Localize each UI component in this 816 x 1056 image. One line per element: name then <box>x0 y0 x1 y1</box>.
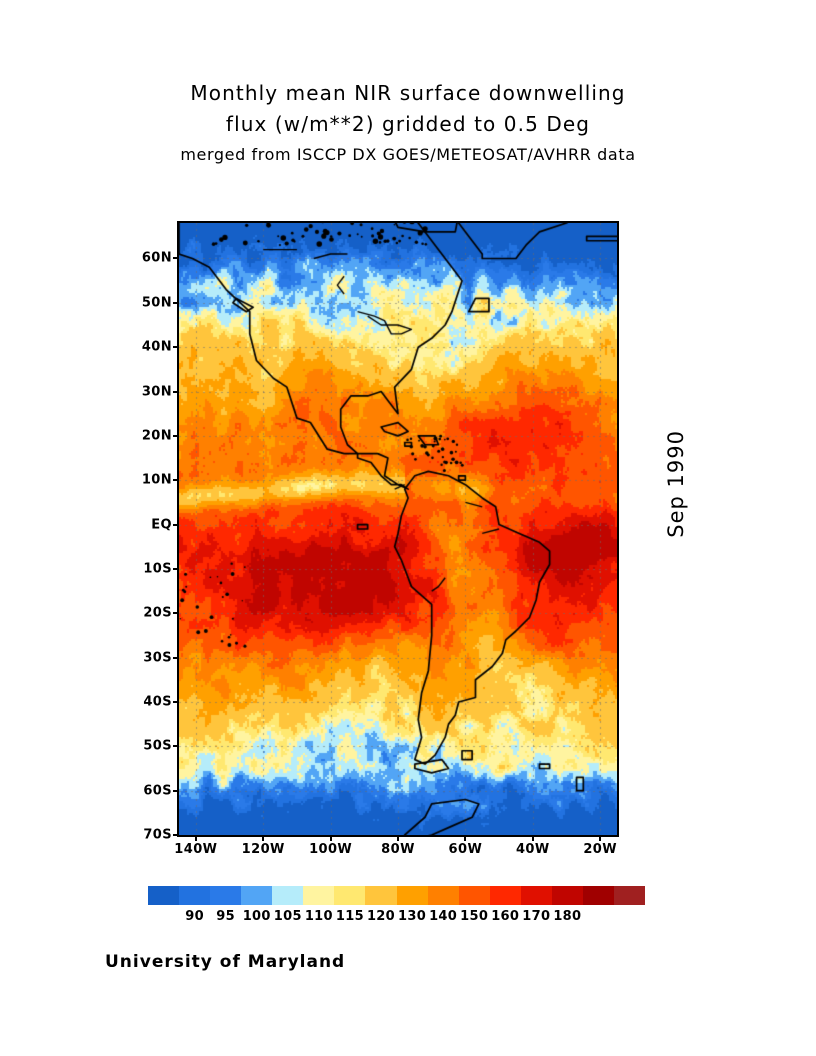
colorbar-tick-labels: 90 95 100 105 110 115 120 130 140 150 160 170 180 <box>148 909 645 929</box>
colorbar-segment <box>582 886 614 905</box>
longitude-tick-label: 40W <box>515 842 550 857</box>
time-period-label: Sep 1990 <box>664 430 688 538</box>
longitude-tick-mark <box>531 835 534 841</box>
colorbar-segment <box>210 886 242 905</box>
colorbar-strip <box>148 886 645 905</box>
latitude-tick-label: 40N <box>141 339 172 355</box>
colorbar-tick-label: 140 <box>429 909 458 924</box>
colorbar-tick-label: 105 <box>273 909 302 924</box>
latitude-tick-mark <box>173 656 179 659</box>
longitude-tick-label: 20W <box>583 842 617 857</box>
longitude-tick-label: 100W <box>309 842 353 857</box>
latitude-tick-label: 60N <box>141 250 172 266</box>
colorbar-segment <box>427 886 459 905</box>
colorbar-segment <box>551 886 583 905</box>
map-heatmap-canvas <box>179 223 617 835</box>
latitude-tick-label: 60S <box>143 783 172 799</box>
colorbar-tick-label: 110 <box>304 909 333 924</box>
colorbar-tick-label: 120 <box>366 909 395 924</box>
colorbar-tick-label: 170 <box>522 909 551 924</box>
colorbar-segment <box>272 886 304 905</box>
attribution-label: University of Maryland <box>105 952 346 972</box>
latitude-tick-mark <box>173 479 179 482</box>
longitude-tick-label: 120W <box>241 842 285 857</box>
latitude-tick-mark <box>173 612 179 615</box>
colorbar-segment <box>303 886 335 905</box>
latitude-tick-mark <box>173 434 179 437</box>
latitude-tick-mark <box>173 745 179 748</box>
latitude-tick-label: 50N <box>141 295 172 311</box>
latitude-tick-mark <box>173 257 179 260</box>
latitude-tick-mark <box>173 700 179 703</box>
longitude-tick-label: 80W <box>381 842 415 857</box>
title-line-2: flux (w/m**2) gridded to 0.5 Deg <box>225 112 591 136</box>
latitude-tick-mark <box>173 789 179 792</box>
longitude-tick-mark <box>329 835 332 841</box>
latitude-tick-mark <box>173 346 179 349</box>
latitude-tick-mark <box>173 567 179 570</box>
latitude-tick-label: 50S <box>143 738 172 754</box>
longitude-tick-mark <box>464 835 467 841</box>
title-line-1: Monthly mean NIR surface downwelling <box>190 81 626 105</box>
latitude-tick-label: 10N <box>141 472 172 488</box>
latitude-tick-mark <box>173 523 179 526</box>
latitude-tick-label: 10S <box>143 561 172 577</box>
longitude-tick-mark <box>397 835 399 841</box>
colorbar-tick-label: 115 <box>335 909 364 924</box>
colorbar-tick-label: 150 <box>460 909 489 924</box>
colorbar-segment <box>520 886 552 905</box>
title-line-3: merged from ISCCP DX GOES/METEOSAT/AVHRR… <box>180 145 636 164</box>
latitude-tick-mark <box>173 390 179 393</box>
colorbar-tick-label: 160 <box>491 909 520 924</box>
colorbar-segment <box>489 886 521 905</box>
latitude-tick-label: 70S <box>143 827 172 843</box>
colorbar-tick-label: 130 <box>398 909 427 924</box>
latitude-tick-label: EQ <box>151 517 172 533</box>
latitude-tick-label: 30S <box>143 650 172 666</box>
longitude-tick-label: 60W <box>448 842 483 857</box>
longitude-tick-label: 140W <box>174 842 218 857</box>
latitude-tick-mark <box>173 301 179 304</box>
chart-title-block: Monthly mean NIR surface downwelling flu… <box>0 78 816 170</box>
latitude-tick-label: 30N <box>141 384 172 400</box>
colorbar-segment <box>458 886 490 905</box>
colorbar-segment <box>148 886 180 905</box>
latitude-tick-label: 20S <box>143 605 172 621</box>
colorbar-segment <box>179 886 211 905</box>
map-plot-frame: 60N 50N 40N 30N 20N 10N EQ 10S 20S 30S 40S 50S 60S 70… <box>142 221 619 857</box>
colorbar-segment <box>396 886 428 905</box>
colorbar-segment <box>241 886 273 905</box>
latitude-tick-mark <box>173 834 179 836</box>
colorbar-segment <box>365 886 397 905</box>
longitude-tick-mark <box>262 835 265 841</box>
latitude-tick-label: 40S <box>143 694 172 710</box>
colorbar-segment <box>334 886 366 905</box>
colorbar-segment <box>613 886 645 905</box>
longitude-tick-mark <box>599 835 602 841</box>
colorbar-tick-label: 180 <box>553 909 582 924</box>
colorbar-tick-label: 100 <box>242 909 271 924</box>
colorbar-tick-label: 95 <box>216 909 236 924</box>
colorbar-tick-label: 90 <box>185 909 204 924</box>
longitude-tick-mark <box>194 835 197 841</box>
colorbar: 90 95 100 105 110 115 120 130 140 150 160 170 180 <box>148 886 645 929</box>
latitude-tick-label: 20N <box>141 428 172 444</box>
